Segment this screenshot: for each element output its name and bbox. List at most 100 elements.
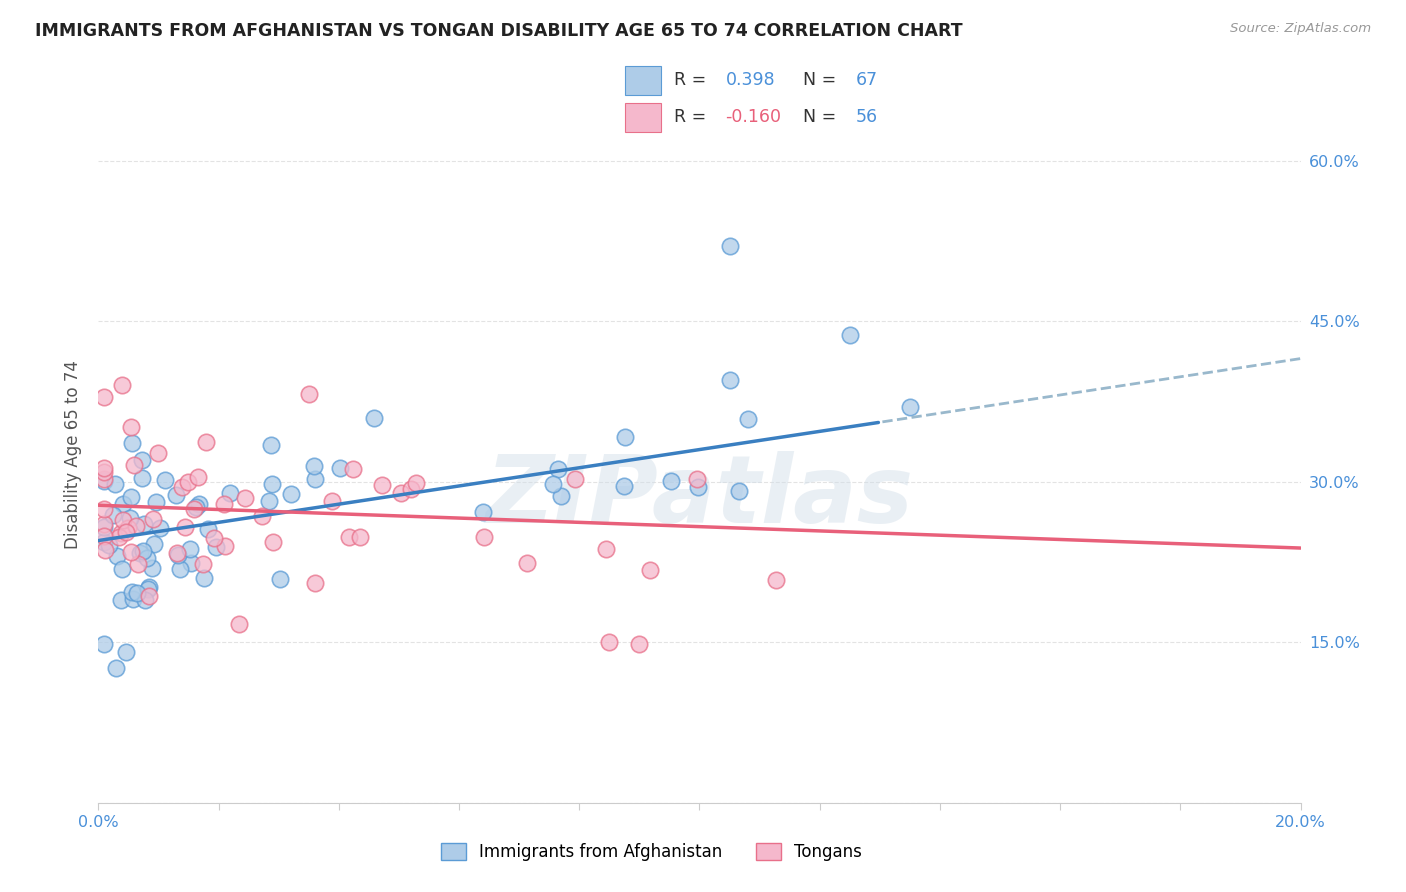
Text: 0.398: 0.398 <box>725 70 775 88</box>
Point <box>838 327 860 342</box>
Point <box>153 474 176 488</box>
Point <box>138 589 160 603</box>
Point <box>329 460 352 475</box>
Point <box>399 482 422 496</box>
Point <box>187 469 209 483</box>
Point <box>304 575 326 590</box>
Point <box>269 572 291 586</box>
Point <box>718 373 741 387</box>
Point <box>595 541 617 556</box>
Text: IMMIGRANTS FROM AFGHANISTAN VS TONGAN DISABILITY AGE 65 TO 74 CORRELATION CHART: IMMIGRANTS FROM AFGHANISTAN VS TONGAN DI… <box>35 22 963 40</box>
Point <box>93 460 115 475</box>
Point <box>614 430 637 444</box>
Legend: Immigrants from Afghanistan, Tongans: Immigrants from Afghanistan, Tongans <box>434 836 869 868</box>
Text: N =: N = <box>803 70 842 88</box>
Point <box>550 488 572 502</box>
Point <box>472 531 495 545</box>
Point <box>202 531 225 545</box>
Point <box>718 239 741 253</box>
Point <box>280 487 302 501</box>
Point <box>114 524 136 539</box>
Point <box>93 517 115 532</box>
Point <box>197 522 219 536</box>
Point <box>136 550 159 565</box>
Point <box>228 616 250 631</box>
Point <box>169 562 191 576</box>
Point <box>93 501 115 516</box>
Point <box>184 500 207 515</box>
Point <box>120 420 142 434</box>
Point <box>613 479 636 493</box>
Point <box>145 494 167 508</box>
Point <box>142 512 165 526</box>
Point <box>165 488 187 502</box>
Point <box>471 505 494 519</box>
Point <box>547 462 569 476</box>
Point <box>125 519 148 533</box>
Text: 56: 56 <box>856 108 879 126</box>
Point <box>342 462 364 476</box>
Point <box>122 592 145 607</box>
Point <box>167 548 190 562</box>
Point <box>728 483 751 498</box>
Point <box>598 635 620 649</box>
Point <box>93 637 115 651</box>
Point <box>688 480 710 494</box>
Point <box>124 458 146 472</box>
Point <box>564 472 586 486</box>
Point <box>193 557 215 571</box>
Point <box>628 637 651 651</box>
Text: R =: R = <box>675 108 711 126</box>
Point <box>214 539 236 553</box>
Point <box>105 549 128 563</box>
Point <box>110 592 132 607</box>
Point <box>302 459 325 474</box>
Point <box>132 543 155 558</box>
Point <box>179 542 201 557</box>
Point <box>541 477 564 491</box>
Point <box>132 516 155 531</box>
Text: Source: ZipAtlas.com: Source: ZipAtlas.com <box>1230 22 1371 36</box>
Point <box>93 472 115 486</box>
Point <box>93 520 115 534</box>
Point <box>111 562 134 576</box>
Point <box>259 494 281 508</box>
Point <box>110 525 132 540</box>
FancyBboxPatch shape <box>624 103 661 132</box>
Point <box>193 571 215 585</box>
Point <box>134 593 156 607</box>
Point <box>262 534 284 549</box>
Point <box>183 501 205 516</box>
Point <box>371 478 394 492</box>
Point <box>97 538 120 552</box>
Point <box>260 477 283 491</box>
Point <box>129 546 152 560</box>
Point <box>125 586 148 600</box>
Point <box>349 530 371 544</box>
Text: R =: R = <box>675 70 711 88</box>
Point <box>114 645 136 659</box>
Point <box>120 490 142 504</box>
Point <box>104 477 127 491</box>
Point <box>138 582 160 596</box>
Point <box>101 508 124 523</box>
Point <box>304 472 326 486</box>
Point <box>170 480 193 494</box>
Point <box>250 508 273 523</box>
Point <box>765 573 787 587</box>
Point <box>233 491 256 505</box>
Point <box>117 521 139 535</box>
Point <box>737 412 759 426</box>
Text: N =: N = <box>803 108 842 126</box>
Point <box>177 475 200 489</box>
Point <box>187 496 209 510</box>
Text: -0.160: -0.160 <box>725 108 782 126</box>
Point <box>141 561 163 575</box>
Point <box>94 543 117 558</box>
Point <box>120 545 142 559</box>
Point <box>93 529 115 543</box>
Point <box>337 530 360 544</box>
Point <box>93 390 115 404</box>
Text: ZIPatlas: ZIPatlas <box>485 450 914 542</box>
Point <box>138 580 160 594</box>
